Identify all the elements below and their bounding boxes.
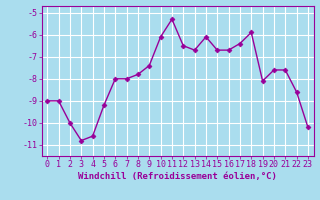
X-axis label: Windchill (Refroidissement éolien,°C): Windchill (Refroidissement éolien,°C) <box>78 172 277 181</box>
